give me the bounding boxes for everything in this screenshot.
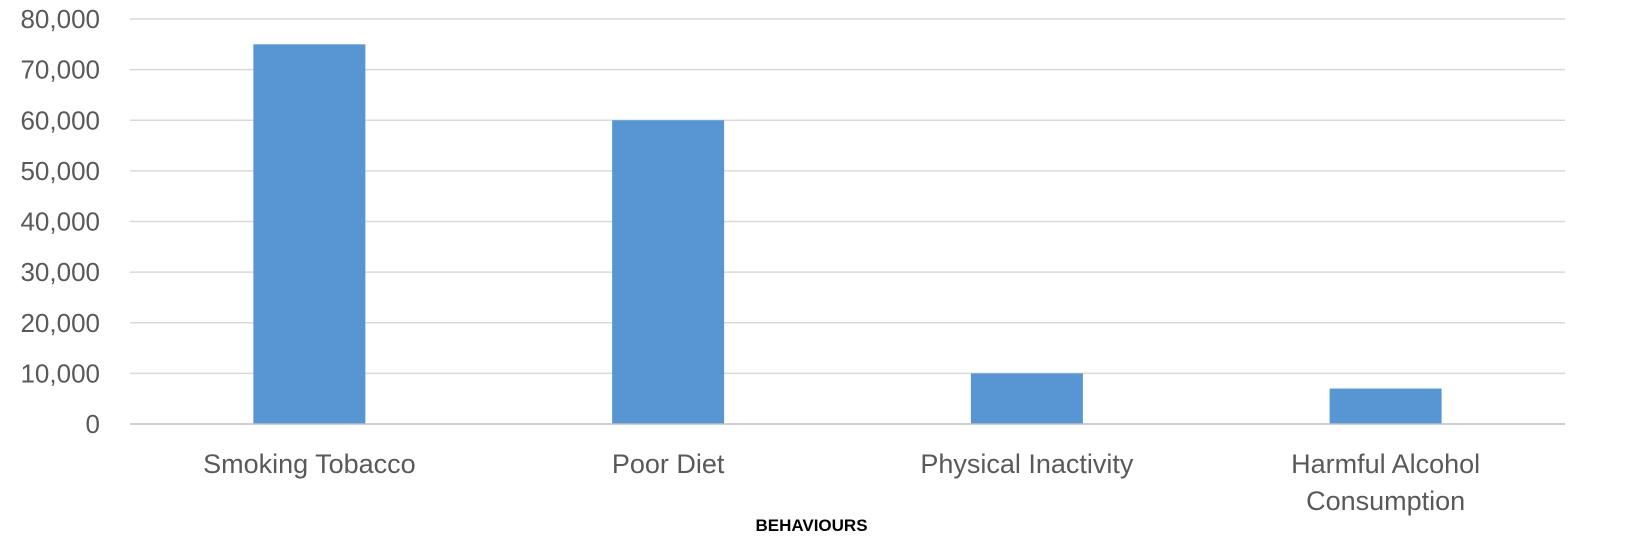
y-tick-label: 0 [86,409,100,439]
x-axis-ticks: Smoking Tobacco Poor Diet Physical Inactiv… [203,449,1480,516]
gridlines [130,18,1565,375]
y-axis-ticks: 0 10,000 20,000 30,000 40,000 50,000 60,000 70,… [20,4,100,439]
x-tick-label: Poor Diet [612,449,725,479]
bar [612,120,725,424]
y-tick-label: 50,000 [20,156,100,186]
y-tick-label: 80,000 [20,4,100,34]
y-tick-label: 60,000 [20,105,100,135]
y-tick-label: 40,000 [20,207,100,237]
x-tick-label: Harmful Alcohol Consumption [1291,449,1480,516]
bars [253,44,1442,424]
bar [253,44,366,424]
bar [1329,388,1442,424]
bar [970,373,1083,424]
x-tick-label: Smoking Tobacco [203,449,416,479]
y-tick-label: 70,000 [20,55,100,85]
y-tick-label: 20,000 [20,308,100,338]
x-tick-label: Physical Inactivity [920,449,1134,479]
x-axis-title: BEHAVIOURS [755,516,867,535]
y-tick-label: 10,000 [20,358,100,388]
y-tick-label: 30,000 [20,257,100,287]
